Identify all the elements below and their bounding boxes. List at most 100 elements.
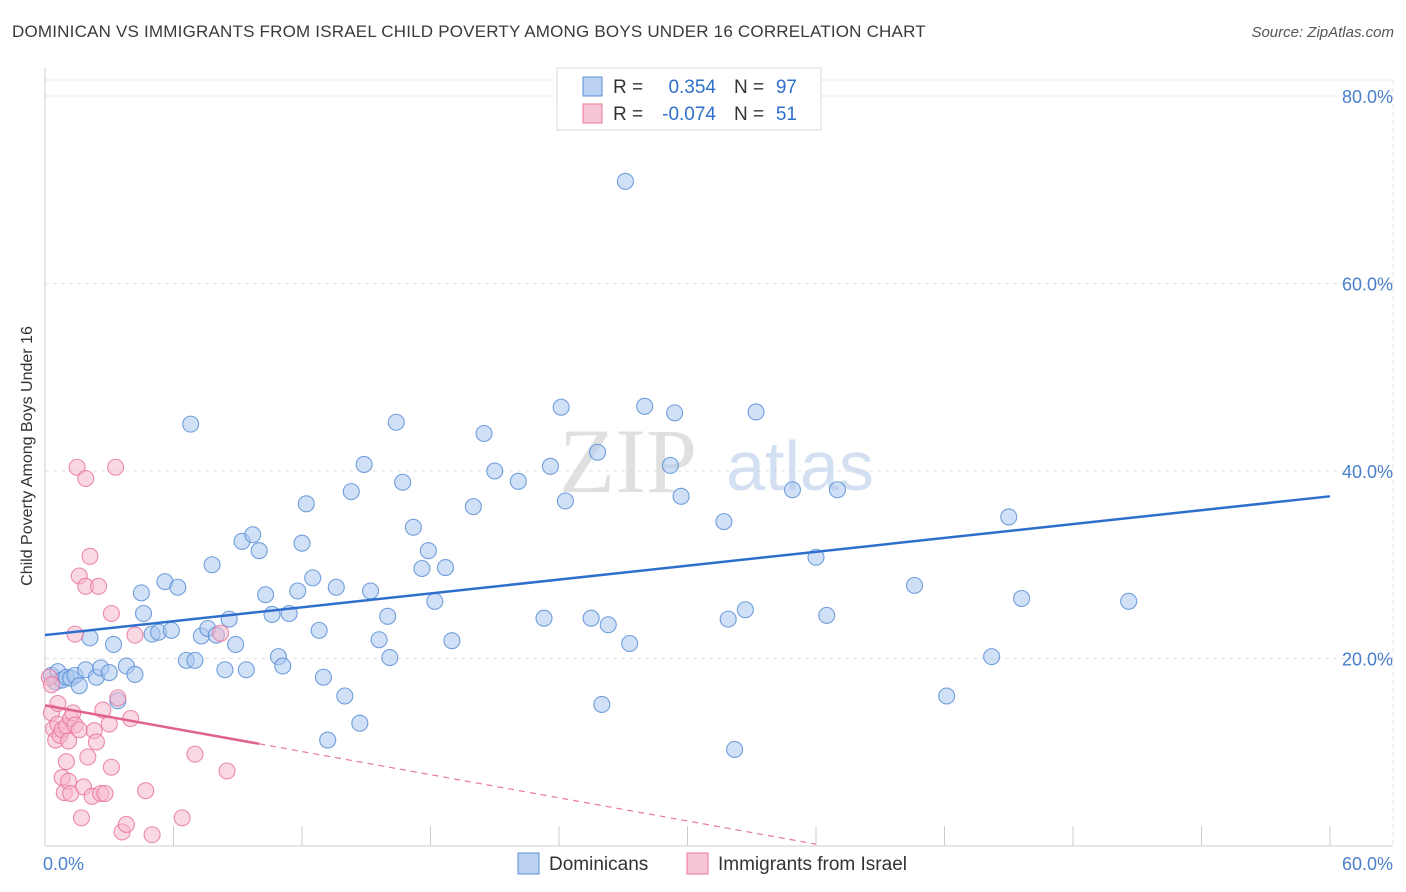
legend-series: Dominicans Immigrants from Israel xyxy=(517,852,907,875)
dominican-point xyxy=(310,621,328,639)
gridlines xyxy=(45,79,1394,846)
legend-swatch xyxy=(582,103,603,124)
legend-series-swatch xyxy=(686,852,709,875)
dominican-point xyxy=(289,582,307,600)
dominican-point xyxy=(381,649,399,667)
dominican-point xyxy=(413,559,431,578)
israel-point xyxy=(102,758,120,776)
israel-point xyxy=(81,547,99,565)
dominican-point xyxy=(541,457,559,475)
dominican-point xyxy=(818,606,836,624)
dominican-point xyxy=(747,403,765,421)
x-tick-label: 0.0% xyxy=(43,854,84,874)
trend-lines xyxy=(44,495,1331,845)
dominican-point xyxy=(588,443,607,461)
dominican-point xyxy=(327,578,345,596)
israel-point xyxy=(42,676,60,694)
dominican-point xyxy=(81,629,99,647)
legend-r-value: 0.354 xyxy=(668,77,716,98)
dominican-point xyxy=(475,424,493,443)
axes xyxy=(44,68,1393,847)
dominican-point xyxy=(257,586,275,604)
dominican-point xyxy=(216,661,234,679)
dominican-point xyxy=(250,542,268,560)
legend-series-label: Immigrants from Israel xyxy=(718,854,907,875)
chart-title: DOMINICAN VS IMMIGRANTS FROM ISRAEL CHIL… xyxy=(12,22,926,41)
dominican-point xyxy=(636,397,654,415)
x-tick-label: 60.0% xyxy=(1342,854,1393,874)
dominican-point xyxy=(297,495,315,513)
dominican-point xyxy=(370,631,388,649)
y-tick-label: 80.0% xyxy=(1342,87,1393,107)
dominican-point xyxy=(394,473,412,491)
dominican-point xyxy=(203,556,221,574)
dominican-point xyxy=(162,621,180,639)
israel-point xyxy=(173,809,191,827)
israel-point xyxy=(70,721,88,739)
dominican-point xyxy=(783,481,801,499)
israel-trend-line-extension xyxy=(259,743,817,845)
dominican-point xyxy=(599,616,617,634)
dominican-point xyxy=(134,604,153,623)
israel-point xyxy=(57,753,75,771)
y-tick-label: 20.0% xyxy=(1342,650,1393,670)
legend-r-value: -0.074 xyxy=(662,104,716,125)
dominican-point xyxy=(661,456,679,474)
dominican-point xyxy=(672,487,690,505)
legend-r-label: R = xyxy=(613,104,643,125)
israel-point xyxy=(107,458,125,476)
dominican-point xyxy=(227,635,245,653)
dominican-point xyxy=(1120,592,1138,610)
dominican-point xyxy=(186,651,204,669)
dominican-point xyxy=(404,518,422,536)
israel-point xyxy=(212,624,230,642)
dominican-point xyxy=(419,542,437,560)
israel-point xyxy=(218,762,236,780)
dominican-point xyxy=(616,172,634,190)
dominican-point xyxy=(126,665,144,683)
israel-point xyxy=(72,809,90,827)
dominican-point xyxy=(319,731,337,749)
israel-point xyxy=(68,458,86,476)
israel-point xyxy=(60,732,78,750)
israel-point xyxy=(109,689,127,707)
legend-series-label: Dominicans xyxy=(549,854,648,875)
dominican-point xyxy=(293,534,311,552)
israel-point xyxy=(137,782,155,800)
dominican-point xyxy=(342,483,360,501)
israel-point xyxy=(117,815,135,833)
y-tick-label: 60.0% xyxy=(1342,275,1393,295)
dominican-point xyxy=(621,634,639,653)
israel-point xyxy=(79,748,97,766)
dominican-point xyxy=(556,492,574,510)
legend-n-label: N = xyxy=(734,104,764,125)
dominican-point xyxy=(938,687,956,705)
dominican-point xyxy=(666,404,684,422)
dominican-point xyxy=(70,677,88,695)
israel-point xyxy=(143,826,161,844)
dominican-point xyxy=(983,648,1001,666)
dominican-point xyxy=(182,415,200,433)
dominican-point xyxy=(336,687,354,705)
dominican-point xyxy=(379,607,397,625)
dominican-point xyxy=(1013,589,1031,608)
dominican-point xyxy=(552,398,570,416)
y-tick-label: 40.0% xyxy=(1342,462,1393,482)
legend-stats: R = 0.354 N = 97 R = -0.074 N = 51 xyxy=(556,67,822,131)
legend-series-swatch xyxy=(517,852,540,875)
israel-point xyxy=(77,469,95,488)
legend-swatch xyxy=(582,76,603,97)
dominican-point xyxy=(582,609,600,627)
israel-point xyxy=(102,604,120,623)
israel-point xyxy=(66,625,84,643)
dominican-point xyxy=(715,513,733,531)
dominican-point xyxy=(169,578,187,596)
dominican-point xyxy=(486,462,504,480)
israel-trend-line xyxy=(44,704,260,746)
dominican-point xyxy=(535,609,553,627)
watermark: ZIP atlas xyxy=(559,410,874,512)
dominican-point xyxy=(736,601,754,619)
source-label: Source: ZipAtlas.com xyxy=(1251,24,1394,41)
dominican-point xyxy=(244,526,262,544)
